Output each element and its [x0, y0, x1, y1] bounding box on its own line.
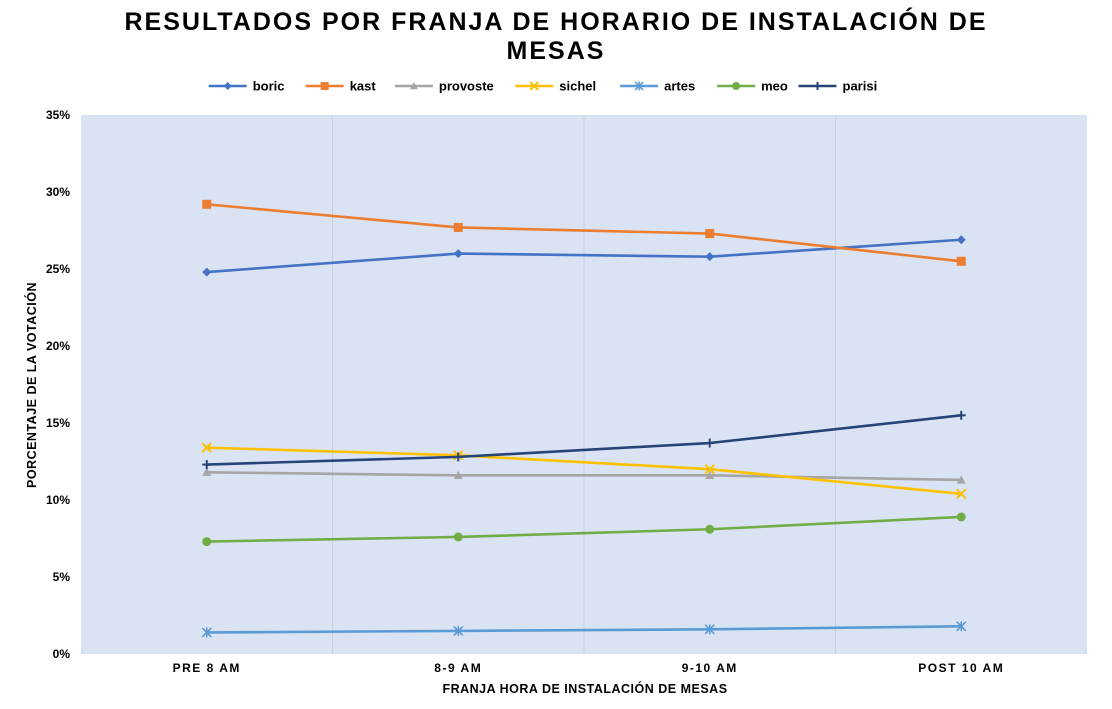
legend-item-parisi: parisi	[798, 79, 878, 94]
data-point-provoste	[453, 470, 463, 479]
x-tick-label: 9-10 AM	[682, 661, 738, 675]
x-tick-label: 8-9 AM	[434, 661, 482, 675]
series-artes	[201, 621, 967, 638]
y-tick-label: 15%	[46, 416, 70, 430]
x-axis-ticks: PRE 8 AM 8-9 AM 9-10 AM POST 10 AM	[173, 661, 1004, 675]
data-point-kast	[705, 229, 715, 239]
data-point-boric	[956, 235, 966, 245]
data-point-provoste	[705, 470, 715, 479]
series-line-parisi	[205, 413, 963, 466]
data-point-meo	[202, 537, 212, 547]
legend-label: meo	[761, 79, 788, 94]
legend-label: provoste	[439, 79, 494, 94]
legend-item-artes: artes	[620, 79, 695, 94]
legend-marker-parisi	[813, 82, 822, 90]
data-point-sichel	[201, 442, 212, 453]
data-point-parisi	[956, 410, 966, 420]
x-tick-label: PRE 8 AM	[173, 661, 241, 675]
data-point-artes	[201, 627, 212, 638]
series-line-sichel	[205, 446, 963, 496]
series-kast	[202, 199, 966, 266]
legend-item-sichel: sichel	[515, 79, 596, 94]
data-point-sichel	[956, 488, 967, 500]
legend-label: boric	[253, 79, 285, 94]
data-point-meo	[705, 524, 715, 534]
data-point-kast	[956, 256, 966, 266]
series-line-artes	[205, 624, 963, 634]
series-line-kast	[205, 203, 963, 263]
legend-marker-sichel	[529, 81, 540, 91]
data-point-kast	[453, 222, 463, 232]
legend-item-meo: meo	[717, 79, 788, 94]
series-line-meo	[205, 515, 963, 543]
y-axis-ticks: 0% 5% 10% 15% 20% 25% 30% 35%	[46, 108, 70, 661]
legend-label: parisi	[843, 79, 878, 94]
data-point-parisi	[705, 438, 715, 448]
y-tick-label: 20%	[46, 339, 70, 353]
legend-marker-provoste	[409, 82, 418, 90]
series-provoste	[202, 467, 966, 484]
data-point-provoste	[202, 467, 212, 476]
series-sichel	[201, 442, 967, 500]
y-tick-label: 35%	[46, 108, 70, 122]
legend-item-boric: boric	[208, 79, 285, 94]
data-point-boric	[705, 252, 715, 262]
y-tick-label: 5%	[53, 570, 71, 584]
y-tick-label: 30%	[46, 185, 70, 199]
y-axis-title: PORCENTAJE DE LA VOTACIÓN	[24, 282, 39, 488]
legend-item-kast: kast	[305, 79, 377, 94]
data-point-artes	[453, 625, 464, 636]
legend-marker-artes	[634, 81, 644, 91]
series-line-provoste	[205, 470, 963, 482]
data-point-artes	[956, 621, 967, 632]
series-meo	[202, 512, 966, 547]
legend-label: kast	[350, 79, 377, 94]
data-point-parisi	[202, 460, 212, 470]
data-point-sichel	[704, 463, 715, 475]
legend: boric kast provoste sichel artes meo parisi	[208, 79, 878, 94]
legend-marker-meo	[732, 82, 741, 90]
x-axis-title: FRANJA HORA DE INSTALACIÓN DE MESAS	[442, 681, 727, 696]
legend-item-provoste: provoste	[394, 79, 494, 94]
legend-label: sichel	[559, 79, 596, 94]
chart-title-line-1: RESULTADOS POR FRANJA DE HORARIO DE INST…	[125, 6, 988, 36]
legend-marker-boric	[223, 82, 232, 90]
chart-title-line-2: MESAS	[507, 37, 606, 65]
data-point-artes	[704, 624, 715, 635]
data-point-boric	[202, 267, 212, 277]
data-point-provoste	[956, 475, 966, 484]
gridlines	[332, 115, 836, 654]
legend-marker-kast	[320, 82, 329, 90]
y-tick-label: 25%	[46, 262, 70, 276]
legend-label: artes	[664, 79, 695, 94]
series-parisi	[202, 410, 966, 470]
data-point-meo	[956, 512, 966, 522]
y-tick-label: 10%	[46, 493, 70, 507]
x-tick-label: POST 10 AM	[918, 661, 1004, 675]
series-layer	[201, 199, 967, 638]
data-point-boric	[453, 249, 463, 259]
data-point-parisi	[453, 452, 463, 462]
data-point-meo	[453, 532, 463, 542]
data-point-kast	[202, 199, 212, 209]
y-tick-label: 0%	[53, 647, 71, 661]
